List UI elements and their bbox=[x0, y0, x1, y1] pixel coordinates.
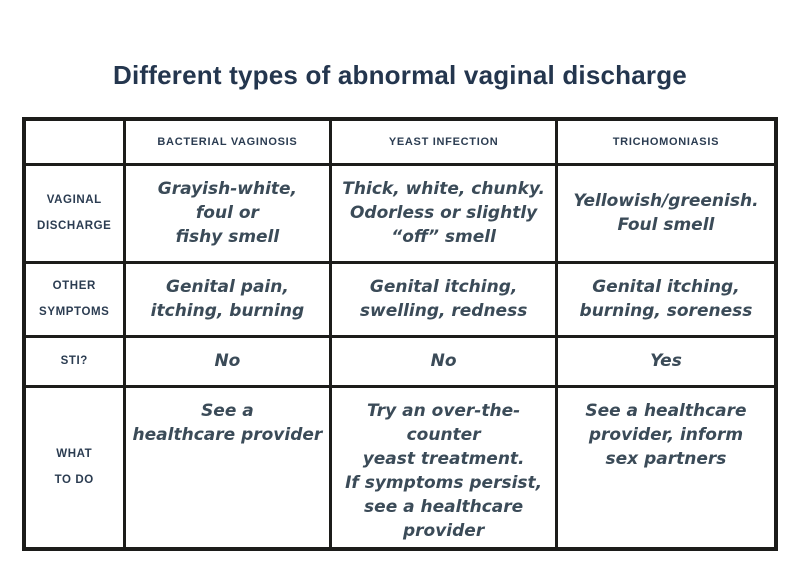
cell-sti-yeast-infection: No bbox=[329, 334, 558, 388]
corner-cell bbox=[22, 117, 126, 166]
table-row-what-to-do: WHAT TO DO See a healthcare provider Try… bbox=[22, 384, 778, 551]
row-label-what-to-do: WHAT TO DO bbox=[22, 384, 126, 551]
column-header-bacterial-vaginosis: BACTERIAL VAGINOSIS bbox=[122, 117, 333, 166]
cell-todo-trichomoniasis: See a healthcare provider, inform sex pa… bbox=[554, 384, 778, 551]
cell-symptoms-yeast-infection: Genital itching, swelling, redness bbox=[329, 260, 558, 338]
cell-sti-bacterial-vaginosis: No bbox=[122, 334, 333, 388]
cell-discharge-trichomoniasis: Yellowish/greenish. Foul smell bbox=[554, 162, 778, 264]
cell-symptoms-trichomoniasis: Genital itching, burning, soreness bbox=[554, 260, 778, 338]
discharge-comparison-table: BACTERIAL VAGINOSIS YEAST INFECTION TRIC… bbox=[22, 117, 778, 552]
column-header-trichomoniasis: TRICHOMONIASIS bbox=[554, 117, 778, 166]
header-row: BACTERIAL VAGINOSIS YEAST INFECTION TRIC… bbox=[22, 117, 778, 166]
cell-discharge-yeast-infection: Thick, white, chunky. Odorless or slight… bbox=[329, 162, 558, 264]
table-row-vaginal-discharge: VAGINAL DISCHARGE Grayish-white, foul or… bbox=[22, 162, 778, 264]
table-row-other-symptoms: OTHER SYMPTOMS Genital pain, itching, bu… bbox=[22, 260, 778, 338]
cell-todo-bacterial-vaginosis: See a healthcare provider bbox=[122, 384, 333, 551]
cell-symptoms-bacterial-vaginosis: Genital pain, itching, burning bbox=[122, 260, 333, 338]
row-label-other-symptoms: OTHER SYMPTOMS bbox=[22, 260, 126, 338]
row-label-sti: STI? bbox=[22, 334, 126, 388]
column-header-yeast-infection: YEAST INFECTION bbox=[329, 117, 558, 166]
page-title: Different types of abnormal vaginal disc… bbox=[113, 60, 687, 90]
cell-discharge-bacterial-vaginosis: Grayish-white, foul or fishy smell bbox=[122, 162, 333, 264]
cell-todo-yeast-infection: Try an over-the-counter yeast treatment.… bbox=[329, 384, 558, 551]
table-row-sti: STI? No No Yes bbox=[22, 334, 778, 388]
cell-sti-trichomoniasis: Yes bbox=[554, 334, 778, 388]
row-label-vaginal-discharge: VAGINAL DISCHARGE bbox=[22, 162, 126, 264]
